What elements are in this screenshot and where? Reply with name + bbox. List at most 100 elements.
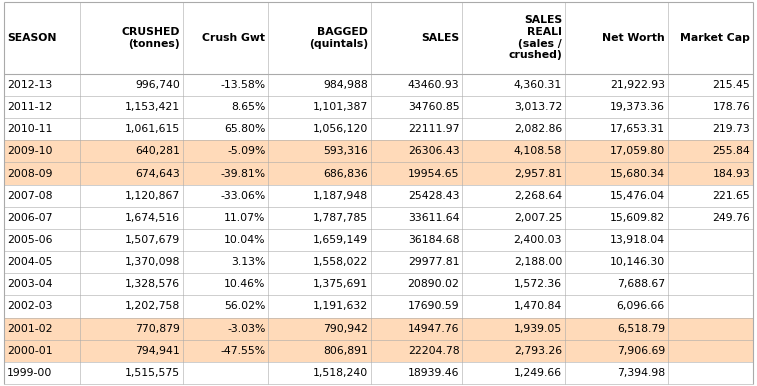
Text: 11.07%: 11.07% bbox=[224, 213, 266, 223]
Text: 1,061,615: 1,061,615 bbox=[125, 124, 180, 134]
Text: 43460.93: 43460.93 bbox=[408, 80, 459, 90]
Text: 1,120,867: 1,120,867 bbox=[125, 191, 180, 201]
Text: 674,643: 674,643 bbox=[136, 169, 180, 178]
Text: SALES: SALES bbox=[422, 33, 459, 43]
Text: 17,653.31: 17,653.31 bbox=[610, 124, 665, 134]
Text: 1,939.05: 1,939.05 bbox=[514, 323, 562, 334]
Text: SALES
REALI
(sales /
crushed): SALES REALI (sales / crushed) bbox=[509, 15, 562, 60]
Text: 29977.81: 29977.81 bbox=[408, 257, 459, 267]
Text: -47.55%: -47.55% bbox=[220, 346, 266, 356]
Text: 2008-09: 2008-09 bbox=[7, 169, 52, 178]
Text: 2007-08: 2007-08 bbox=[7, 191, 52, 201]
Bar bbox=[4, 207, 753, 229]
Text: 22204.78: 22204.78 bbox=[408, 346, 459, 356]
Text: 2005-06: 2005-06 bbox=[7, 235, 52, 245]
Text: -33.06%: -33.06% bbox=[220, 191, 266, 201]
Text: 2003-04: 2003-04 bbox=[7, 279, 52, 290]
Bar bbox=[4, 185, 753, 207]
Text: 2000-01: 2000-01 bbox=[7, 346, 52, 356]
Text: 1,787,785: 1,787,785 bbox=[313, 213, 368, 223]
Text: 2,793.26: 2,793.26 bbox=[514, 346, 562, 356]
Bar bbox=[4, 362, 753, 384]
Text: 640,281: 640,281 bbox=[136, 146, 180, 156]
Text: Market Cap: Market Cap bbox=[681, 33, 750, 43]
Text: 1,187,948: 1,187,948 bbox=[313, 191, 368, 201]
Text: 1,375,691: 1,375,691 bbox=[313, 279, 368, 290]
Text: 15,476.04: 15,476.04 bbox=[609, 191, 665, 201]
Text: 56.02%: 56.02% bbox=[224, 301, 266, 312]
Text: 65.80%: 65.80% bbox=[224, 124, 266, 134]
Text: 1,659,149: 1,659,149 bbox=[313, 235, 368, 245]
Text: 15,680.34: 15,680.34 bbox=[609, 169, 665, 178]
Text: 2002-03: 2002-03 bbox=[7, 301, 52, 312]
Text: 1,515,575: 1,515,575 bbox=[125, 368, 180, 378]
Text: 15,609.82: 15,609.82 bbox=[609, 213, 665, 223]
Text: 7,394.98: 7,394.98 bbox=[617, 368, 665, 378]
Text: SEASON: SEASON bbox=[7, 33, 56, 43]
Text: 2012-13: 2012-13 bbox=[7, 80, 52, 90]
Text: Net Worth: Net Worth bbox=[602, 33, 665, 43]
Text: 14947.76: 14947.76 bbox=[408, 323, 459, 334]
Text: 2006-07: 2006-07 bbox=[7, 213, 52, 223]
Text: -5.09%: -5.09% bbox=[227, 146, 266, 156]
Bar bbox=[4, 251, 753, 273]
Text: 6,096.66: 6,096.66 bbox=[617, 301, 665, 312]
Text: 1,572.36: 1,572.36 bbox=[514, 279, 562, 290]
Text: 2,957.81: 2,957.81 bbox=[514, 169, 562, 178]
Text: 1,470.84: 1,470.84 bbox=[514, 301, 562, 312]
Text: 34760.85: 34760.85 bbox=[408, 102, 459, 112]
Text: 21,922.93: 21,922.93 bbox=[610, 80, 665, 90]
Bar bbox=[4, 74, 753, 96]
Text: 2,007.25: 2,007.25 bbox=[514, 213, 562, 223]
Text: 219.73: 219.73 bbox=[712, 124, 750, 134]
Text: 255.84: 255.84 bbox=[712, 146, 750, 156]
Text: 806,891: 806,891 bbox=[323, 346, 368, 356]
Bar bbox=[4, 340, 753, 362]
Text: 2010-11: 2010-11 bbox=[7, 124, 52, 134]
Text: 794,941: 794,941 bbox=[136, 346, 180, 356]
Bar bbox=[4, 2, 753, 74]
Text: 221.65: 221.65 bbox=[712, 191, 750, 201]
Text: 18939.46: 18939.46 bbox=[408, 368, 459, 378]
Bar bbox=[4, 96, 753, 118]
Text: 2,188.00: 2,188.00 bbox=[514, 257, 562, 267]
Text: 770,879: 770,879 bbox=[136, 323, 180, 334]
Text: 19,373.36: 19,373.36 bbox=[610, 102, 665, 112]
Text: 10.46%: 10.46% bbox=[224, 279, 266, 290]
Bar bbox=[4, 318, 753, 340]
Text: 1,202,758: 1,202,758 bbox=[125, 301, 180, 312]
Text: 1,153,421: 1,153,421 bbox=[125, 102, 180, 112]
Text: 26306.43: 26306.43 bbox=[408, 146, 459, 156]
Text: 1,507,679: 1,507,679 bbox=[125, 235, 180, 245]
Text: 2001-02: 2001-02 bbox=[7, 323, 52, 334]
Text: 2009-10: 2009-10 bbox=[7, 146, 52, 156]
Text: 1,518,240: 1,518,240 bbox=[313, 368, 368, 378]
Text: 3.13%: 3.13% bbox=[231, 257, 266, 267]
Text: 4,108.58: 4,108.58 bbox=[514, 146, 562, 156]
Bar bbox=[4, 163, 753, 185]
Text: 7,906.69: 7,906.69 bbox=[617, 346, 665, 356]
Text: 178.76: 178.76 bbox=[712, 102, 750, 112]
Text: 1,674,516: 1,674,516 bbox=[125, 213, 180, 223]
Text: BAGGED
(quintals): BAGGED (quintals) bbox=[309, 27, 368, 49]
Text: 1,370,098: 1,370,098 bbox=[125, 257, 180, 267]
Text: 22111.97: 22111.97 bbox=[408, 124, 459, 134]
Text: 6,518.79: 6,518.79 bbox=[617, 323, 665, 334]
Text: 790,942: 790,942 bbox=[323, 323, 368, 334]
Text: 1,191,632: 1,191,632 bbox=[313, 301, 368, 312]
Text: 13,918.04: 13,918.04 bbox=[609, 235, 665, 245]
Text: 215.45: 215.45 bbox=[712, 80, 750, 90]
Text: 17690.59: 17690.59 bbox=[408, 301, 459, 312]
Text: 686,836: 686,836 bbox=[323, 169, 368, 178]
Text: 2,268.64: 2,268.64 bbox=[514, 191, 562, 201]
Text: -3.03%: -3.03% bbox=[227, 323, 266, 334]
Text: 10,146.30: 10,146.30 bbox=[609, 257, 665, 267]
Text: CRUSHED
(tonnes): CRUSHED (tonnes) bbox=[122, 27, 180, 49]
Text: 36184.68: 36184.68 bbox=[408, 235, 459, 245]
Bar bbox=[4, 273, 753, 295]
Text: 2011-12: 2011-12 bbox=[7, 102, 52, 112]
Text: 184.93: 184.93 bbox=[712, 169, 750, 178]
Text: 7,688.67: 7,688.67 bbox=[617, 279, 665, 290]
Text: 25428.43: 25428.43 bbox=[408, 191, 459, 201]
Text: 2,400.03: 2,400.03 bbox=[514, 235, 562, 245]
